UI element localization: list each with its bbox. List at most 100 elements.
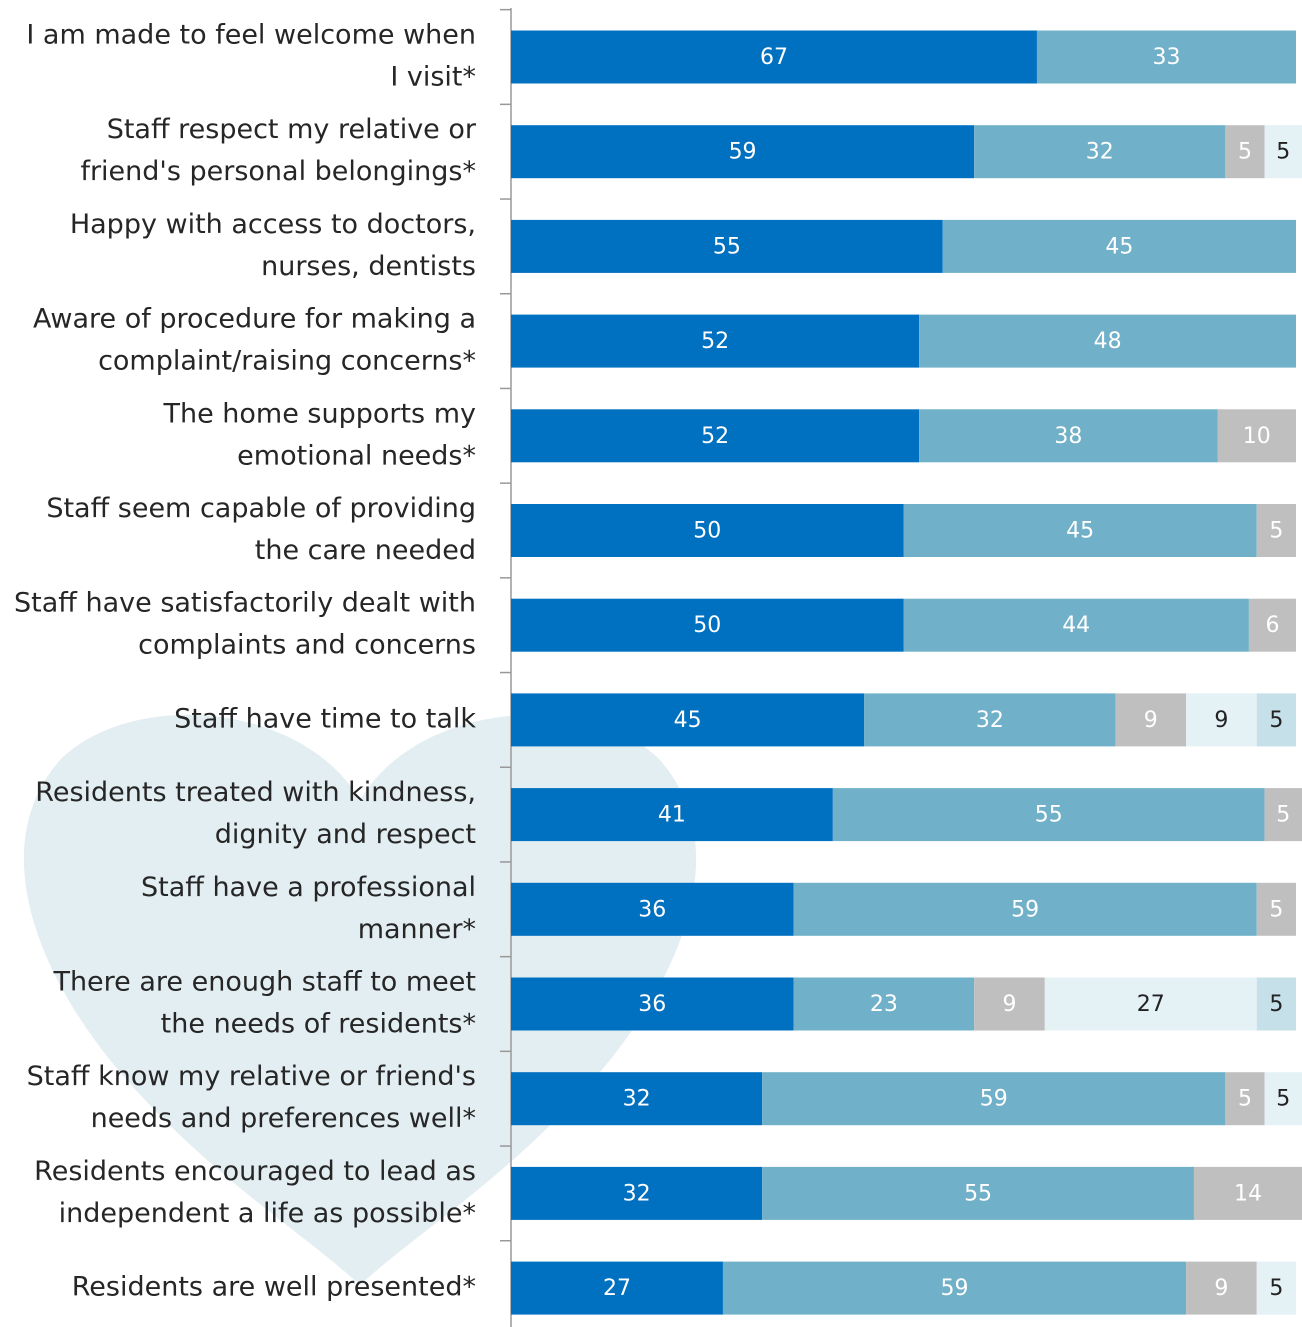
data-label: 9 xyxy=(1214,1276,1228,1301)
bar-segment xyxy=(511,1166,763,1220)
bar-segment xyxy=(1264,788,1302,842)
data-label: 5 xyxy=(1276,803,1290,828)
bar-segment xyxy=(722,1261,1187,1315)
bar-segment xyxy=(974,125,1226,179)
category-label: complaint/raising concerns* xyxy=(98,346,476,377)
bar-segment xyxy=(511,693,865,747)
category-label: the needs of residents* xyxy=(161,1009,476,1040)
data-label: 32 xyxy=(976,708,1004,733)
category-label: The home supports my xyxy=(162,398,476,429)
data-label: 5 xyxy=(1276,1087,1290,1112)
category-label: complaints and concerns xyxy=(138,630,476,661)
bar-segment xyxy=(1036,30,1296,84)
category-label: Residents are well presented* xyxy=(72,1272,476,1303)
category-label: There are enough staff to meet xyxy=(52,967,476,998)
data-label: 14 xyxy=(1234,1181,1262,1206)
bar-segment xyxy=(1225,1072,1265,1126)
bar-segment xyxy=(1044,977,1257,1031)
data-label: 9 xyxy=(1144,708,1158,733)
bar-segment xyxy=(511,598,904,652)
data-label: 38 xyxy=(1054,424,1082,449)
bar-segment xyxy=(864,693,1116,747)
data-label: 55 xyxy=(964,1181,992,1206)
bar-segment xyxy=(1186,693,1257,747)
category-label: I am made to feel welcome when xyxy=(26,20,476,51)
bar-segment xyxy=(511,314,920,368)
category-label: I visit* xyxy=(390,62,476,93)
bar-segment xyxy=(1264,125,1302,179)
bar-segment xyxy=(1217,409,1296,463)
bar-segment xyxy=(1193,1166,1302,1220)
background-heart xyxy=(23,714,697,1285)
bar-segment xyxy=(1256,693,1296,747)
category-label: manner* xyxy=(358,914,476,945)
data-label: 5 xyxy=(1276,140,1290,165)
data-label: 5 xyxy=(1238,1087,1252,1112)
bar-segment xyxy=(832,788,1265,842)
data-label: 52 xyxy=(701,329,729,354)
bar-segment xyxy=(793,882,1257,936)
bar-segment xyxy=(511,504,904,557)
data-label: 23 xyxy=(870,992,898,1017)
data-label: 45 xyxy=(674,708,702,733)
bar-segment xyxy=(1186,1261,1257,1315)
data-label: 45 xyxy=(1105,234,1133,259)
bar-segment xyxy=(1256,1261,1296,1315)
bar-segment xyxy=(793,977,975,1031)
bar-segment xyxy=(1256,882,1296,936)
category-label: Staff have time to talk xyxy=(174,703,476,734)
data-label: 27 xyxy=(1137,992,1165,1017)
data-label: 10 xyxy=(1243,424,1271,449)
data-label: 55 xyxy=(713,234,741,259)
data-label: 67 xyxy=(760,45,788,70)
bar-segment xyxy=(1264,1072,1302,1126)
data-label: 5 xyxy=(1269,708,1283,733)
data-label: 45 xyxy=(1066,519,1094,544)
bar-segment xyxy=(511,219,943,273)
data-label: 32 xyxy=(1086,140,1114,165)
bar-segment xyxy=(511,882,794,936)
bar-segment xyxy=(942,219,1296,273)
category-label: nurses, dentists xyxy=(261,251,476,282)
category-label: Staff seem capable of providing xyxy=(46,493,476,524)
data-label: 52 xyxy=(701,424,729,449)
data-label: 9 xyxy=(1214,708,1228,733)
bar-segment xyxy=(919,409,1218,463)
bar-segment xyxy=(1256,977,1296,1031)
category-label: Staff have satisfactorily dealt with xyxy=(14,588,476,619)
data-label: 33 xyxy=(1152,45,1180,70)
data-label: 41 xyxy=(658,803,686,828)
data-label: 59 xyxy=(729,140,757,165)
data-label: 36 xyxy=(638,897,666,922)
bar-segment xyxy=(903,504,1257,557)
bar-segment xyxy=(511,1261,723,1315)
bar-segment xyxy=(1256,504,1296,557)
bar-segment xyxy=(511,125,975,179)
category-label: Staff know my relative or friend's xyxy=(27,1061,476,1092)
data-label: 44 xyxy=(1062,613,1090,638)
category-label: independent a life as possible* xyxy=(59,1198,476,1229)
bar-segment xyxy=(511,30,1037,84)
category-label: emotional needs* xyxy=(237,440,476,471)
category-label: Residents treated with kindness, xyxy=(35,777,476,808)
data-label: 59 xyxy=(941,1276,969,1301)
bar-segment xyxy=(1115,693,1187,747)
data-label: 50 xyxy=(693,519,721,544)
bar-segment xyxy=(974,977,1045,1031)
data-label: 55 xyxy=(1035,803,1063,828)
category-label: dignity and respect xyxy=(215,819,476,850)
category-label: Aware of procedure for making a xyxy=(33,304,476,335)
category-label: needs and preferences well* xyxy=(91,1103,476,1134)
data-label: 9 xyxy=(1002,992,1016,1017)
data-label: 5 xyxy=(1269,992,1283,1017)
data-label: 48 xyxy=(1094,329,1122,354)
bar-segment xyxy=(903,598,1249,652)
data-label: 59 xyxy=(980,1087,1008,1112)
bar-segment xyxy=(919,314,1296,368)
category-label: friend's personal belongings* xyxy=(80,156,476,187)
category-label: Staff respect my relative or xyxy=(107,114,477,145)
category-label: the care needed xyxy=(255,535,476,566)
data-label: 27 xyxy=(603,1276,631,1301)
data-label: 36 xyxy=(638,992,666,1017)
